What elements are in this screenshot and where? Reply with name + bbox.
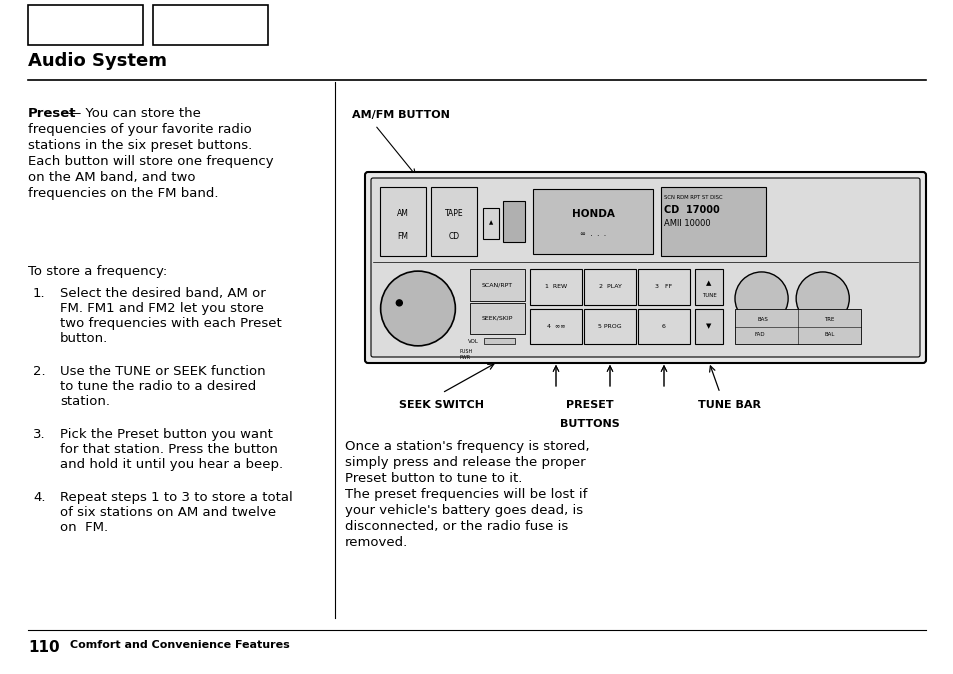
Text: TRE: TRE — [823, 317, 834, 322]
Text: for that station. Press the button: for that station. Press the button — [60, 443, 277, 456]
Bar — [28, 5, 143, 45]
Bar — [470, 303, 524, 334]
Text: 5 PROG: 5 PROG — [598, 324, 621, 329]
Bar — [533, 189, 652, 254]
Text: The preset frequencies will be lost if: The preset frequencies will be lost if — [345, 488, 587, 501]
Text: stations in the six preset buttons.: stations in the six preset buttons. — [28, 139, 252, 152]
Bar — [152, 5, 268, 45]
Text: two frequencies with each Preset: two frequencies with each Preset — [60, 317, 281, 330]
FancyBboxPatch shape — [365, 172, 925, 363]
Text: SEEK/SKIP: SEEK/SKIP — [481, 316, 513, 321]
Text: SCN RDM RPT ST DISC: SCN RDM RPT ST DISC — [663, 195, 721, 200]
Text: 2  PLAY: 2 PLAY — [598, 284, 620, 289]
Text: AM/FM BUTTON: AM/FM BUTTON — [352, 110, 450, 120]
Bar — [530, 269, 581, 305]
Text: to tune the radio to a desired: to tune the radio to a desired — [60, 380, 256, 393]
Text: 4.: 4. — [33, 491, 46, 504]
Text: 2.: 2. — [33, 365, 46, 378]
Bar — [530, 309, 581, 344]
Text: frequencies of your favorite radio: frequencies of your favorite radio — [28, 123, 252, 136]
Text: Repeat steps 1 to 3 to store a total: Repeat steps 1 to 3 to store a total — [60, 491, 293, 504]
Text: BUTTONS: BUTTONS — [559, 419, 619, 429]
Bar — [470, 269, 524, 301]
Bar — [583, 269, 636, 305]
Text: 4  ∞∞: 4 ∞∞ — [546, 324, 565, 329]
Text: of six stations on AM and twelve: of six stations on AM and twelve — [60, 506, 275, 519]
Text: your vehicle's battery goes dead, is: your vehicle's battery goes dead, is — [345, 504, 582, 517]
Text: TUNE BAR: TUNE BAR — [698, 400, 760, 410]
Bar — [482, 208, 498, 239]
Text: AMll 10000: AMll 10000 — [663, 219, 710, 228]
Text: CD  17000: CD 17000 — [663, 205, 719, 215]
Bar — [638, 269, 689, 305]
Text: — You can store the: — You can store the — [68, 107, 201, 120]
Text: removed.: removed. — [345, 536, 408, 549]
Text: BAS: BAS — [757, 317, 767, 322]
Text: Select the desired band, AM or: Select the desired band, AM or — [60, 287, 266, 300]
FancyBboxPatch shape — [371, 178, 919, 357]
Text: Each button will store one frequency: Each button will store one frequency — [28, 155, 274, 168]
Text: TUNE: TUNE — [700, 293, 716, 298]
Bar — [379, 187, 426, 256]
Circle shape — [395, 300, 402, 306]
Text: Use the TUNE or SEEK function: Use the TUNE or SEEK function — [60, 365, 265, 378]
Text: ▼: ▼ — [705, 324, 711, 330]
Text: button.: button. — [60, 332, 108, 345]
Text: Preset button to tune to it.: Preset button to tune to it. — [345, 472, 522, 485]
Text: SEEK SWITCH: SEEK SWITCH — [399, 400, 484, 410]
Text: ▲: ▲ — [705, 280, 711, 286]
Circle shape — [734, 272, 787, 325]
Text: on  FM.: on FM. — [60, 521, 108, 534]
Text: on the AM band, and two: on the AM band, and two — [28, 171, 195, 184]
Text: 1  REW: 1 REW — [544, 284, 566, 289]
Text: and hold it until you hear a beep.: and hold it until you hear a beep. — [60, 458, 283, 471]
Text: PWR: PWR — [459, 355, 471, 360]
Bar — [431, 187, 476, 256]
Text: Pick the Preset button you want: Pick the Preset button you want — [60, 428, 273, 441]
Bar — [695, 309, 722, 344]
Text: 1.: 1. — [33, 287, 46, 300]
Text: Audio System: Audio System — [28, 52, 167, 70]
Text: ▲: ▲ — [488, 220, 493, 226]
Bar — [502, 201, 524, 242]
Bar — [638, 309, 689, 344]
Text: To store a frequency:: To store a frequency: — [28, 265, 167, 278]
Circle shape — [380, 271, 455, 346]
Text: station.: station. — [60, 395, 110, 408]
Text: FAD: FAD — [754, 332, 764, 337]
Text: simply press and release the proper: simply press and release the proper — [345, 456, 585, 469]
Text: VOL: VOL — [468, 338, 478, 344]
Text: SCAN/RPT: SCAN/RPT — [481, 282, 513, 287]
Text: 6: 6 — [661, 324, 665, 329]
Text: frequencies on the FM band.: frequencies on the FM band. — [28, 187, 218, 200]
Bar — [734, 309, 861, 344]
Text: TAPE: TAPE — [444, 209, 463, 218]
Bar — [583, 309, 636, 344]
Text: FM: FM — [397, 232, 408, 241]
Text: Once a station's frequency is stored,: Once a station's frequency is stored, — [345, 440, 589, 453]
Text: 3.: 3. — [33, 428, 46, 441]
Text: PRESET: PRESET — [565, 400, 613, 410]
Bar — [483, 338, 515, 344]
Text: Comfort and Convenience Features: Comfort and Convenience Features — [70, 640, 290, 650]
Bar — [695, 269, 722, 305]
Text: BAL: BAL — [823, 332, 834, 337]
Text: HONDA: HONDA — [571, 209, 614, 218]
Text: Preset: Preset — [28, 107, 76, 120]
Circle shape — [796, 272, 848, 325]
Text: ∞  .  .  .: ∞ . . . — [579, 231, 605, 237]
Text: 110: 110 — [28, 640, 59, 655]
Text: 3   FF: 3 FF — [655, 284, 672, 289]
Text: PUSH: PUSH — [459, 349, 473, 354]
Text: CD: CD — [448, 232, 459, 241]
Text: disconnected, or the radio fuse is: disconnected, or the radio fuse is — [345, 520, 568, 533]
Bar — [660, 187, 765, 256]
Text: AM: AM — [396, 209, 409, 218]
Text: FM. FM1 and FM2 let you store: FM. FM1 and FM2 let you store — [60, 302, 264, 315]
